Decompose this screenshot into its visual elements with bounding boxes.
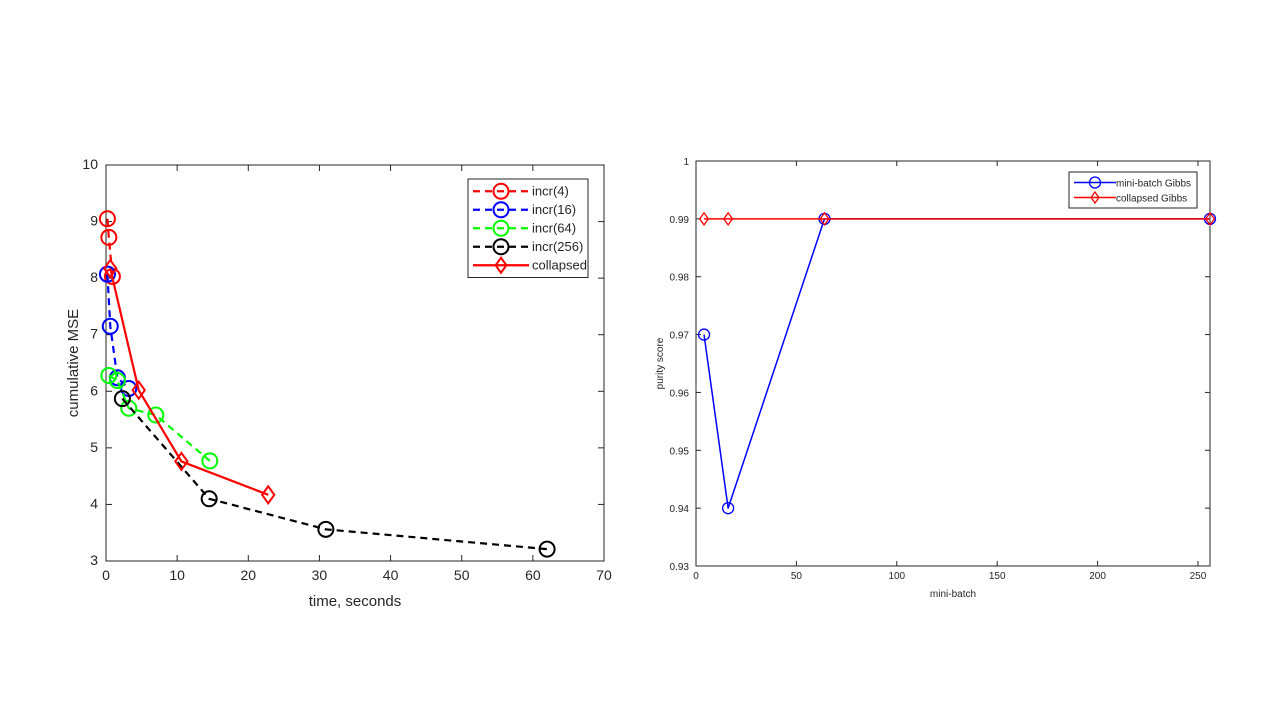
y-tick-label: 0.99 bbox=[670, 215, 690, 226]
series-line bbox=[109, 268, 269, 496]
data-point bbox=[174, 451, 189, 472]
legend-label-incr-64: incr(64) bbox=[532, 220, 576, 235]
series-collapsed-gibbs bbox=[698, 211, 1216, 226]
data-point bbox=[100, 228, 118, 246]
x-tick-label: 40 bbox=[383, 567, 399, 583]
legend-marker-incr-4 bbox=[492, 182, 510, 200]
data-point bbox=[98, 265, 116, 283]
x-tick-label: 250 bbox=[1190, 571, 1207, 582]
y-tick-label: 7 bbox=[90, 326, 98, 342]
data-point bbox=[538, 540, 556, 558]
y-tick-label: 0.96 bbox=[670, 388, 690, 399]
y-tick-label: 6 bbox=[90, 382, 98, 398]
x-tick-label: 0 bbox=[102, 567, 110, 583]
data-point bbox=[147, 406, 165, 424]
y-tick-label: 5 bbox=[90, 439, 98, 455]
legend-marker-collapsed bbox=[494, 256, 508, 275]
data-point bbox=[102, 258, 118, 279]
data-point bbox=[723, 211, 734, 226]
y-axis-label: cumulative MSE bbox=[65, 309, 82, 417]
data-point bbox=[108, 372, 126, 390]
legend-marker-incr-256 bbox=[492, 238, 510, 256]
data-point bbox=[260, 484, 276, 506]
series-incr-64 bbox=[100, 366, 219, 470]
data-point bbox=[101, 317, 119, 335]
y-tick-label: 0.93 bbox=[670, 562, 690, 573]
data-point bbox=[200, 490, 218, 508]
series-incr-4 bbox=[98, 210, 121, 285]
x-tick-label: 200 bbox=[1089, 571, 1106, 582]
y-tick-label: 3 bbox=[90, 552, 98, 568]
data-point bbox=[697, 328, 711, 341]
legend-label-incr-16: incr(16) bbox=[532, 202, 576, 217]
x-tick-label: 50 bbox=[454, 567, 470, 583]
y-axis-label: purity score bbox=[655, 337, 666, 389]
y-tick-label: 1 bbox=[683, 157, 689, 168]
x-axis-label: mini-batch bbox=[930, 589, 976, 600]
purity-vs-minibatch-chart: 0 50 100 150 200 250 0.93 0.94 0.95 0.96 0.97 0.98 0… bbox=[655, 157, 1217, 600]
y-tick-label: 0.97 bbox=[670, 331, 690, 342]
y-tick-label: 8 bbox=[90, 269, 98, 285]
data-point bbox=[98, 210, 116, 228]
axes-box bbox=[695, 160, 1211, 567]
legend-box bbox=[1068, 171, 1198, 209]
x-tick-label: 20 bbox=[240, 567, 256, 583]
x-tick-label: 100 bbox=[888, 571, 905, 582]
x-tick-label: 50 bbox=[791, 571, 803, 582]
y-tick-label: 0.98 bbox=[670, 273, 690, 284]
legend-marker-incr-64 bbox=[492, 219, 510, 237]
data-point bbox=[131, 379, 147, 401]
y-tick-label: 10 bbox=[82, 156, 98, 172]
data-point bbox=[113, 390, 131, 408]
y-tick-label: 0.94 bbox=[670, 504, 690, 515]
legend-marker-collapsed-gibbs bbox=[1090, 190, 1100, 205]
legend-label-mini-batch-gibbs: mini-batch Gibbs bbox=[1116, 179, 1191, 190]
series-line bbox=[106, 218, 114, 277]
x-tick-label: 150 bbox=[989, 571, 1006, 582]
x-tick-label: 0 bbox=[693, 571, 699, 582]
y-tick-label: 0.95 bbox=[670, 446, 690, 457]
legend: incr(4) incr(16) incr(64) incr(256) collapse… bbox=[467, 178, 589, 278]
legend-label-incr-256: incr(256) bbox=[532, 239, 583, 254]
legend-marker-mini-batch-gibbs bbox=[1088, 176, 1102, 189]
y-tick-label: 9 bbox=[90, 213, 98, 229]
data-point bbox=[317, 520, 335, 538]
y-tick-label: 4 bbox=[90, 495, 98, 511]
x-tick-label: 70 bbox=[596, 567, 612, 583]
data-point bbox=[201, 452, 219, 470]
x-tick-label: 10 bbox=[169, 567, 185, 583]
series-incr-256 bbox=[113, 390, 556, 558]
data-point bbox=[100, 366, 118, 384]
x-tick-label: 30 bbox=[312, 567, 328, 583]
x-axis-label: time, seconds bbox=[309, 593, 402, 610]
legend-label-collapsed-gibbs: collapsed Gibbs bbox=[1116, 194, 1187, 205]
data-point bbox=[1204, 211, 1216, 226]
legend-label-incr-4: incr(4) bbox=[532, 183, 569, 198]
legend-label-collapsed: collapsed bbox=[532, 257, 587, 272]
legend: mini-batch Gibbs collapsed Gibbs bbox=[1068, 171, 1198, 209]
series-line bbox=[121, 397, 548, 551]
data-point bbox=[721, 501, 735, 515]
mse-vs-time-chart: 0 10 20 30 40 50 60 70 3 4 5 6 7 8 9 10 time, seconds cum… bbox=[65, 156, 612, 610]
legend-marker-incr-16 bbox=[492, 201, 510, 219]
x-tick-label: 60 bbox=[525, 567, 541, 583]
series-collapsed bbox=[102, 258, 276, 506]
data-point bbox=[698, 211, 710, 226]
data-point bbox=[819, 211, 830, 226]
